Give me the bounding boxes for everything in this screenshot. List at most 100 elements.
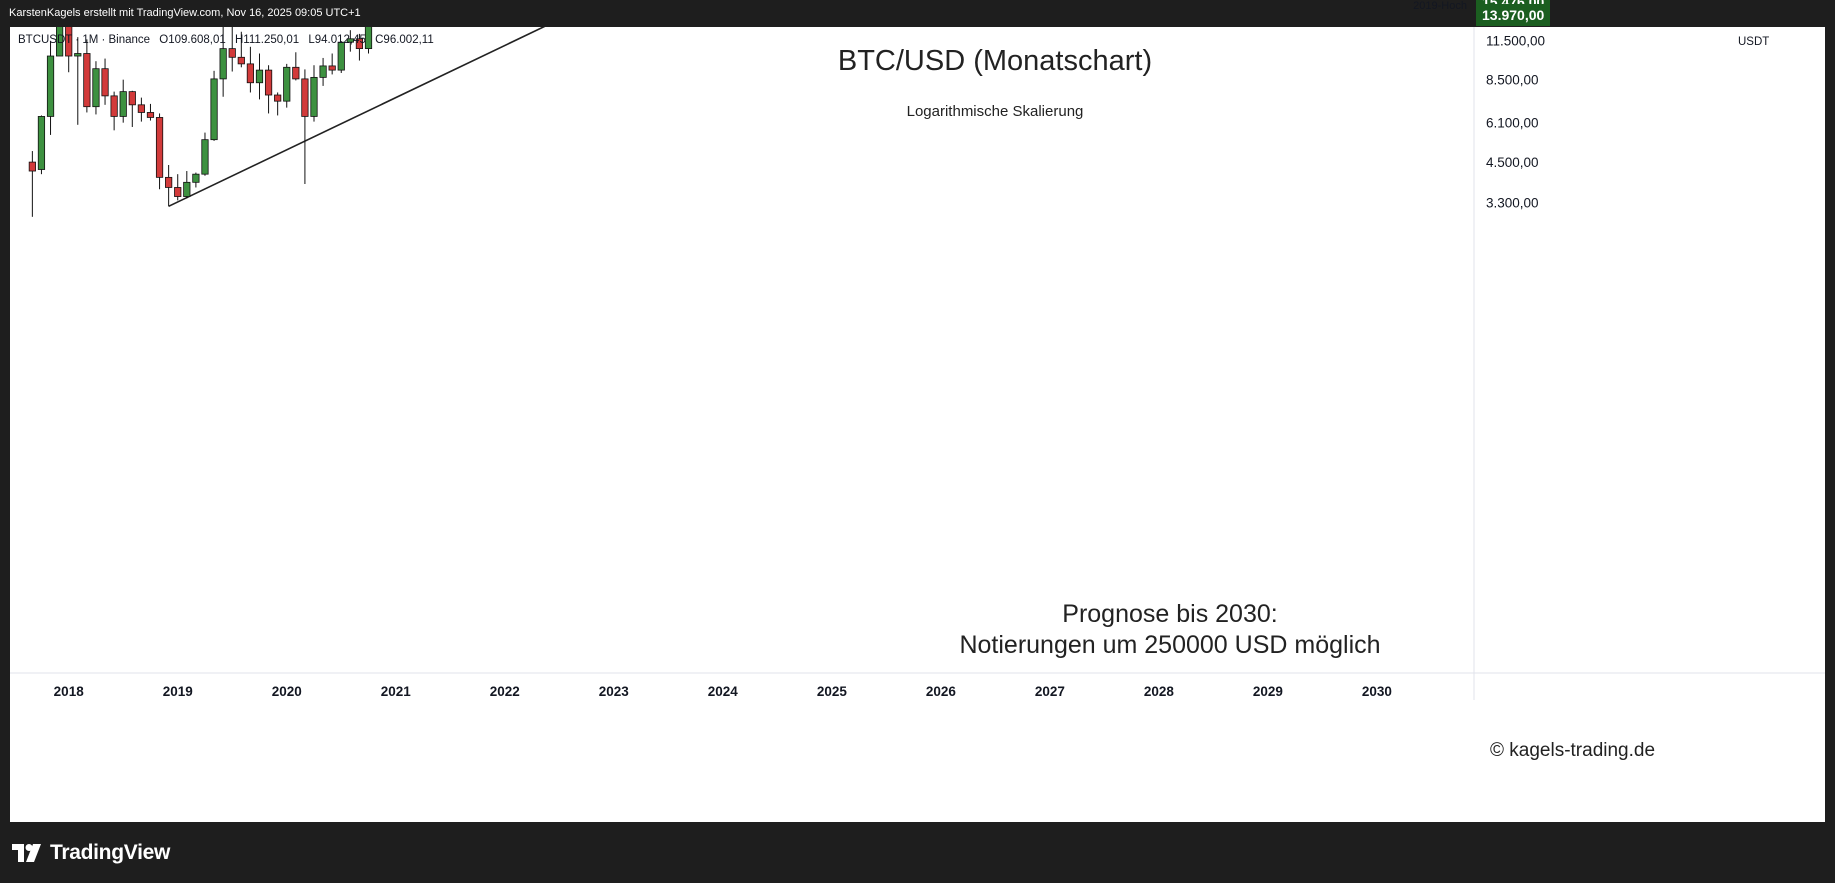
candle-body [210, 78, 218, 141]
candle[interactable] [110, 91, 118, 131]
candle-body [183, 181, 191, 197]
candle[interactable] [92, 61, 100, 115]
x-tick-label: 2028 [1144, 684, 1175, 699]
ohlc-open: O109.608,01 [159, 34, 226, 46]
candle[interactable] [264, 65, 273, 114]
candle[interactable] [174, 174, 182, 201]
y-tick-label: 11.500,00 [1486, 33, 1545, 48]
y-tick-label: 6.100,00 [1486, 116, 1539, 131]
copyright-notice: © kagels-trading.de [1490, 740, 1656, 761]
candle[interactable] [46, 41, 55, 135]
tradingview-logo-icon [12, 844, 41, 862]
candle-body [74, 53, 82, 57]
candle[interactable] [128, 90, 136, 127]
candle[interactable] [246, 46, 254, 93]
candle-body [174, 187, 182, 197]
candle-body [301, 78, 309, 117]
candle[interactable] [219, 27, 227, 97]
candle[interactable] [283, 63, 291, 108]
candle[interactable] [364, 27, 373, 54]
candle-body [165, 176, 173, 188]
candle-body [92, 68, 100, 108]
candle[interactable] [165, 165, 173, 207]
candle-body [46, 55, 55, 117]
candle-body [155, 117, 164, 178]
candle-body [355, 38, 364, 50]
candle-body [228, 48, 236, 58]
candle-body [146, 112, 155, 118]
candle-body [56, 27, 64, 57]
candle[interactable] [37, 115, 46, 175]
candle[interactable] [155, 113, 164, 190]
candle[interactable] [101, 58, 109, 105]
attribution-bar: KarstenKagels erstellt mit TradingView.c… [0, 0, 1835, 27]
candle-body [128, 91, 136, 106]
ohlc-low: L94.012,45 [308, 34, 366, 46]
candle[interactable] [137, 97, 145, 122]
y-tick-label: 4.500,00 [1486, 155, 1539, 170]
candle-body [274, 94, 282, 102]
candle[interactable] [183, 171, 191, 199]
candle-body [337, 41, 345, 71]
candle-body [255, 69, 264, 84]
candle-body [246, 63, 254, 84]
candle-body [364, 27, 373, 50]
candle[interactable] [301, 69, 309, 185]
x-tick-label: 2030 [1362, 684, 1392, 699]
candle[interactable] [337, 41, 345, 73]
x-tick-label: 2022 [490, 684, 520, 699]
y-tick-label: 8.500,00 [1486, 73, 1539, 88]
candle[interactable] [119, 79, 127, 123]
x-tick-label: 2024 [708, 684, 739, 699]
candle-body [292, 66, 300, 80]
candle[interactable] [83, 39, 91, 113]
candle[interactable] [56, 27, 64, 57]
candle[interactable] [274, 92, 282, 116]
candle[interactable] [228, 27, 236, 72]
candle[interactable] [210, 70, 218, 141]
candle-body [310, 76, 318, 117]
candle[interactable] [237, 31, 245, 68]
candle[interactable] [65, 27, 73, 73]
prognosis-line-2: Notierungen um 250000 USD möglich [959, 631, 1381, 659]
footer-bar: TradingView [0, 822, 1835, 883]
chart-frame[interactable]: 400.000,00300.000,00220.000,00160.000,00… [10, 0, 1825, 822]
candle-body [83, 53, 91, 108]
candle-body [264, 69, 273, 96]
chart-title: BTC/USD (Monatschart) [837, 45, 1153, 77]
x-tick-label: 2018 [54, 684, 85, 699]
x-tick-label: 2020 [272, 684, 302, 699]
prognosis-annotation: Prognose bis 2030: Notierungen um 250000… [870, 599, 1470, 661]
candle[interactable] [192, 172, 200, 188]
candle[interactable] [201, 132, 209, 176]
candle-body [101, 68, 109, 97]
candle-body [201, 139, 209, 175]
candle-body [37, 116, 46, 170]
candle-body [328, 65, 336, 71]
candle-body [192, 173, 200, 183]
tradingview-logo[interactable]: TradingView [12, 841, 171, 864]
x-tick-label: 2023 [599, 684, 630, 699]
chart-subtitle: Logarithmische Skalierung [906, 103, 1084, 120]
symbol-info[interactable]: BTCUSDT · 1M · Binance O109.608,01 H111.… [18, 34, 440, 46]
candle[interactable] [328, 53, 336, 75]
candle-body [65, 27, 73, 57]
candle[interactable] [292, 52, 300, 81]
candle[interactable] [74, 37, 82, 125]
symbol-name[interactable]: BTCUSDT · 1M · Binance [18, 34, 151, 46]
candle-body [119, 91, 127, 117]
x-tick-label: 2025 [817, 684, 848, 699]
y-tick-label: 3.300,00 [1486, 195, 1539, 210]
x-tick-label: 2019 [163, 684, 193, 699]
candle[interactable] [255, 53, 264, 100]
candle[interactable] [310, 65, 318, 122]
candlestick-chart[interactable]: 400.000,00300.000,00220.000,00160.000,00… [10, 27, 1825, 822]
tradingview-logo-text: TradingView [50, 841, 171, 864]
candle[interactable] [319, 57, 327, 86]
currency-label[interactable]: USDT [1738, 36, 1770, 48]
candle[interactable] [146, 103, 155, 121]
candle[interactable] [355, 33, 364, 61]
candle[interactable] [346, 30, 354, 52]
attribution-text: KarstenKagels erstellt mit TradingView.c… [9, 7, 361, 19]
candle[interactable] [28, 151, 36, 217]
